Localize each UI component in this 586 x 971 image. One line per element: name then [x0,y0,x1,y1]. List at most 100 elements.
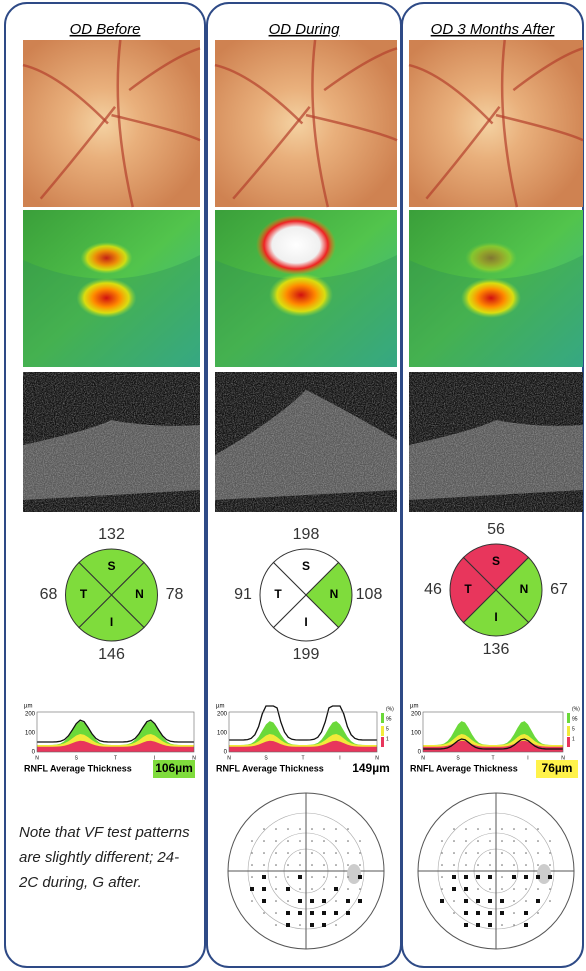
tsnit-ytick: 200 [411,712,422,718]
vf-defect [286,911,290,915]
vf-defect [488,923,492,927]
legend-swatch [381,713,384,723]
vf-defect [500,911,504,915]
legend-label: 95 [386,716,392,722]
column-title: OD Before [70,21,141,38]
vf-defect [524,911,528,915]
vf-defect [334,887,338,891]
sector-letter: N [330,587,339,601]
sector-value: 136 [483,641,510,658]
vf-dot [549,852,551,854]
vf-dot [513,852,515,854]
vf-dot [537,828,539,830]
vf-defect [464,911,468,915]
vf-dot [335,828,337,830]
tsnit-unit: µm [24,704,32,710]
vf-dot [489,852,491,854]
sector-value: 132 [98,526,125,543]
vf-defect [358,875,362,879]
vf-dot [525,852,527,854]
vf-dot [501,888,503,890]
vf-dot [251,840,253,842]
sector-letter: I [494,610,497,624]
vf-dot [537,840,539,842]
tsnit-xlabel: S [264,755,268,761]
legend-label: 1 [572,736,575,742]
vf-dot [525,828,527,830]
legend-label: 5 [572,726,575,732]
vf-dot [465,852,467,854]
rnfl-label: RNFL Average Thickness [216,763,324,773]
legend-label: (%) [386,706,394,712]
vf-dot [525,900,527,902]
vf-dot [501,876,503,878]
vf-dot [501,840,503,842]
sector-value: 146 [98,646,125,663]
vf-defect [286,887,290,891]
vf-dot [263,912,265,914]
vf-dot [263,852,265,854]
vf-dot [251,852,253,854]
legend-label: 1 [386,736,389,742]
note-box: Note that VF test patterns are slightly … [19,820,196,940]
vf-dot [453,840,455,842]
vf-dot [263,840,265,842]
vf-dot [275,828,277,830]
rnfl-label: RNFL Average Thickness [410,763,518,773]
vf-dot [477,828,479,830]
disc-bump [461,278,521,318]
sector-value: 108 [356,586,383,603]
vf-dot [299,924,301,926]
tsnit-unit: µm [216,704,224,710]
vf-dot [335,876,337,878]
sector-letter: T [80,587,88,601]
vf-defect [464,887,468,891]
vf-dot [335,864,337,866]
vf-dot [525,888,527,890]
tsnit-xlabel: N [35,755,39,761]
vf-dot [465,864,467,866]
column-title: OD During [269,21,341,38]
vf-dot [335,840,337,842]
vf-defect [452,875,456,879]
sector-letter: I [110,615,113,629]
sector-value: 46 [424,581,442,598]
vf-dot [477,864,479,866]
vf-dot [359,852,361,854]
vf-dot [275,876,277,878]
vf-dot [441,876,443,878]
rnfl-value: 149µm [352,761,390,775]
vf-defect [262,887,266,891]
vf-dot [477,852,479,854]
oct-speckle [409,372,583,512]
vf-defect [476,923,480,927]
vf-dot [465,840,467,842]
oct-speckle [23,372,200,512]
tsnit-ytick: 200 [217,712,228,718]
vf-dot [453,828,455,830]
vf-dot [453,864,455,866]
vf-dot [477,840,479,842]
sector-value: 199 [293,646,320,663]
vf-dot [311,852,313,854]
fundus-photo [409,40,583,207]
note: Note that VF test patterns are slightly … [19,820,196,895]
patient-curve [37,720,194,742]
legend-label: (%) [572,706,580,712]
sector-letter: N [135,587,144,601]
vf-dot [275,852,277,854]
vf-dot [537,852,539,854]
vf-defect [346,899,350,903]
vf-dot [359,864,361,866]
vf-dot [441,840,443,842]
vf-dot [323,840,325,842]
vf-defect [262,875,266,879]
vf-dot [335,924,337,926]
sector-value: 91 [234,586,252,603]
legend-swatch [381,726,384,736]
vf-defect [310,911,314,915]
vf-defect [452,887,456,891]
vf-defect [250,887,254,891]
vf-dot [347,888,349,890]
vf-dot [453,900,455,902]
